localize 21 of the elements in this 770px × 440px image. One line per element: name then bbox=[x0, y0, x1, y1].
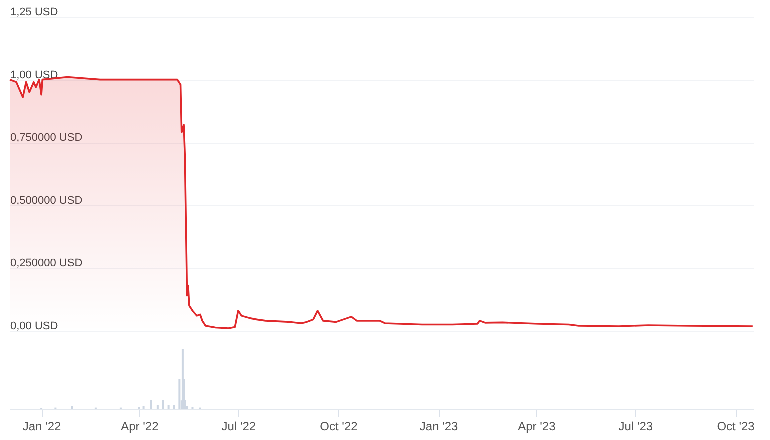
y-tick-label: 1,25 USD bbox=[10, 6, 58, 18]
bar bbox=[173, 405, 176, 409]
bar bbox=[71, 406, 73, 409]
x-tick-label: Oct '22 bbox=[320, 420, 358, 434]
y-tick-label: 0,250000 USD bbox=[10, 258, 83, 270]
x-tick-label: Jul '23 bbox=[618, 420, 654, 434]
x-tick-label: Apr '23 bbox=[518, 420, 556, 434]
bar bbox=[142, 406, 145, 409]
bar bbox=[150, 400, 152, 409]
bar bbox=[162, 400, 164, 409]
bar bbox=[156, 405, 159, 409]
x-tick-label: Jan '23 bbox=[420, 420, 459, 434]
x-tick-label: Jul '22 bbox=[222, 420, 256, 434]
x-tick-label: Apr '22 bbox=[121, 420, 160, 434]
y-tick-label: 0,00 USD bbox=[10, 320, 58, 332]
y-tick-label: 1,00 USD bbox=[10, 69, 58, 82]
bar bbox=[168, 405, 170, 409]
y-tick-label: 0,750000 USD bbox=[10, 132, 83, 144]
y-tick-label: 0,500000 USD bbox=[10, 194, 83, 207]
x-tick-label: Oct '23 bbox=[717, 420, 756, 434]
x-tick-label: Jan '22 bbox=[22, 420, 62, 434]
